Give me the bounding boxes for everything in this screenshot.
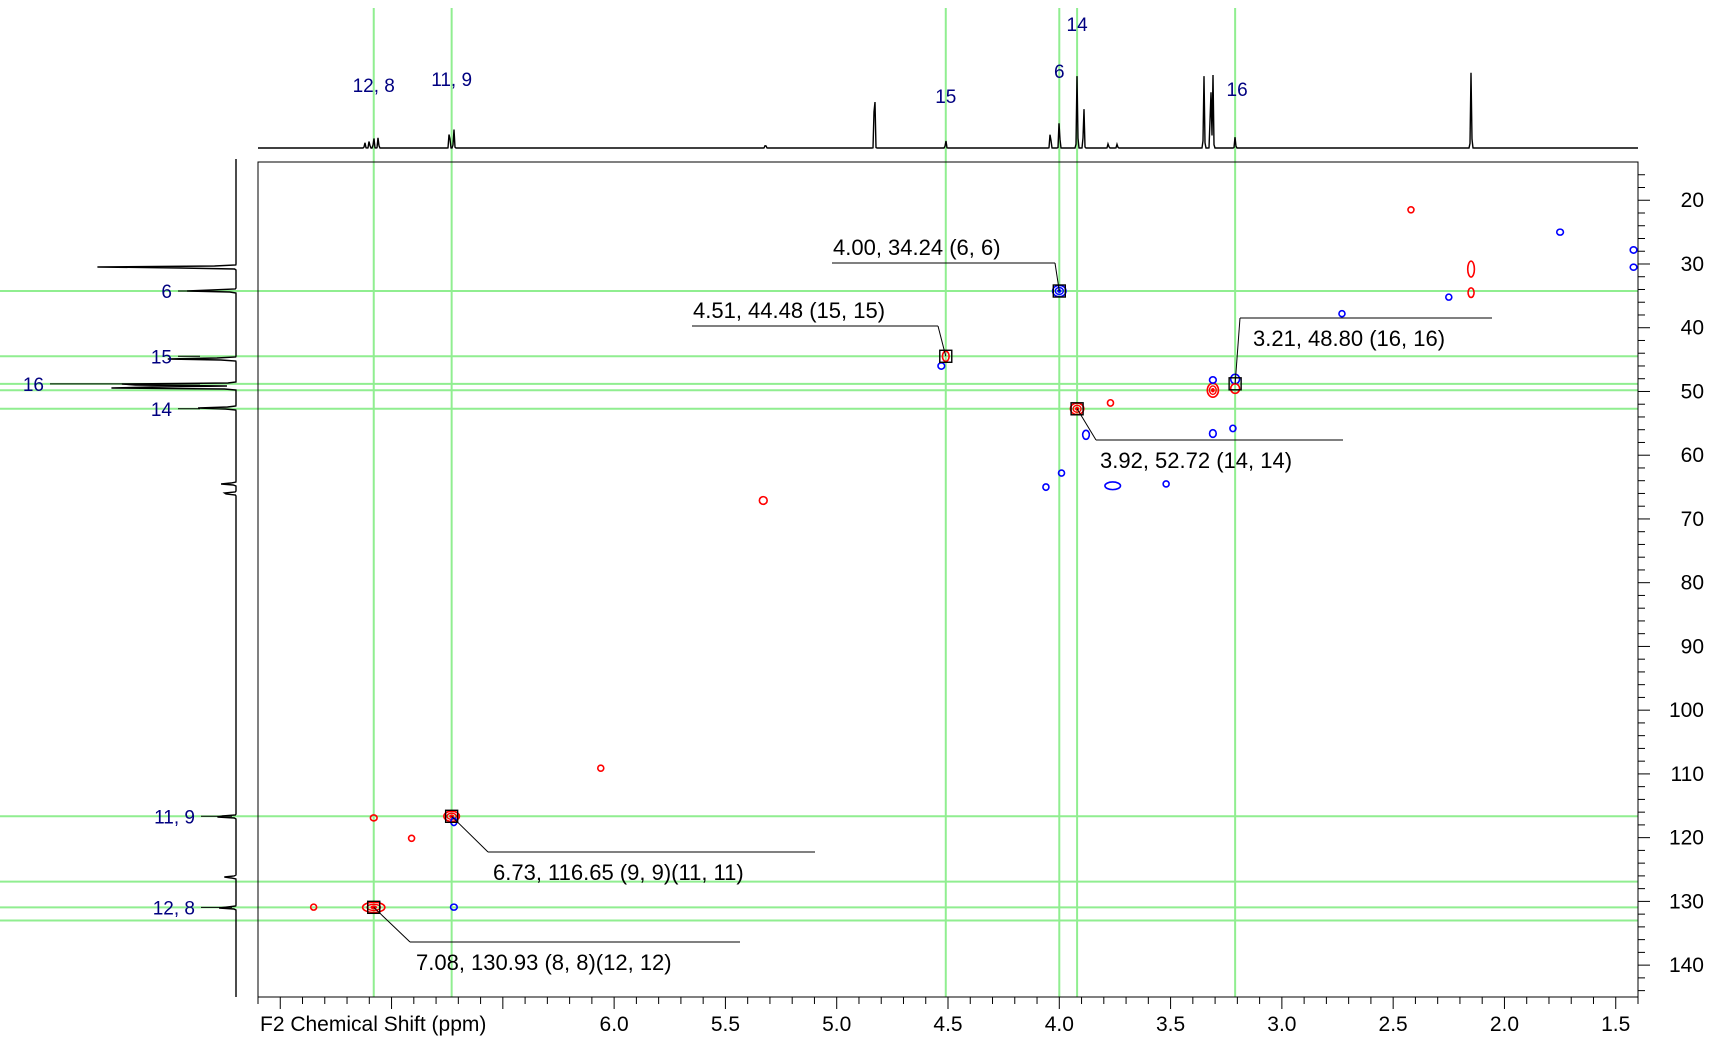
x-axis-title: F2 Chemical Shift (ppm) [260,1013,486,1036]
cross-peak [1445,293,1453,301]
cross-peak [758,495,768,506]
cross-peak [1229,424,1237,433]
cross-peak [449,903,459,911]
cross-peak [1555,228,1565,236]
f2-peak-label: 12, 8 [353,76,395,97]
x-tick-label: 3.0 [1267,1013,1296,1036]
f1-peak-label: 11, 9 [154,807,195,828]
peak-marker-box [939,349,953,363]
cross-peak [1629,245,1638,254]
cross-peak [1208,428,1218,439]
annotation-leader [1234,317,1241,384]
annotation-leader [1054,262,1060,292]
cross-peak [369,814,378,822]
y-tick-label: 130 [1669,890,1704,913]
cross-peak [1338,309,1346,318]
cross-peak [1042,483,1050,492]
y-tick-label: 60 [1681,444,1704,467]
y-tick-label: 80 [1681,572,1704,595]
x-tick-label: 4.0 [1045,1013,1074,1036]
y-tick-label: 110 [1671,763,1704,786]
x-tick-label: 3.5 [1156,1013,1185,1036]
f2-peak-label: 11, 9 [431,70,472,91]
y-tick-label: 70 [1681,508,1704,531]
f2-projection-trace [258,72,1638,149]
cross-peak [596,764,605,772]
f2-peak-label: 6 [1054,62,1065,83]
y-tick-label: 40 [1681,317,1704,340]
y-tick-label: 100 [1669,699,1704,722]
cross-peak [1208,376,1218,384]
cross-peak-contour [1208,385,1217,396]
x-tick-label: 4.5 [933,1013,962,1036]
f2-peak-label: 14 [1067,15,1089,36]
x-tick-label: 2.0 [1490,1013,1519,1036]
cross-peak [1081,429,1091,441]
f2-peak-label: 15 [935,87,956,108]
f1-peak-label: 6 [161,282,172,303]
guide-lines [0,8,1638,997]
annotation-leader [373,906,411,943]
peak-labels: 12, 8 11, 9 15 6 14 16 6 15 16 14 11, 9 12, 8 [23,15,1248,919]
cross-peak [1629,263,1638,271]
annotation-text: 4.00, 34.24 (6, 6) [833,235,1001,260]
f2-projection-line [258,72,1638,149]
x-tick-label: 6.0 [600,1013,629,1036]
cross-peak-contour [1210,387,1215,393]
annotation-text: 3.21, 48.80 (16, 16) [1253,326,1445,351]
annotation-text: 6.73, 116.65 (9, 9)(11, 11) [493,860,744,885]
f1-projection-trace [97,159,237,997]
cross-peak [309,903,318,911]
cross-peak [1104,481,1122,491]
y-axis: 20 30 40 50 60 70 80 90 100 110 120 130 140 [1638,174,1704,992]
y-tick-label: 120 [1669,827,1704,850]
peak-marker-box [367,900,381,915]
peak-marker-box [1052,284,1066,298]
x-tick-label: 5.0 [822,1013,851,1036]
cross-peak [407,834,416,843]
y-tick-label: 20 [1681,189,1704,212]
f1-peak-label: 15 [151,347,172,368]
peak-marker-box [1070,402,1084,416]
cross-peak [1467,287,1475,299]
f2-peak-label: 16 [1227,80,1248,101]
cross-peak [941,350,950,363]
cross-peak [1407,206,1415,214]
peak-marker-box [444,809,459,823]
f1-peak-label: 16 [23,375,44,396]
x-tick-label: 1.5 [1601,1013,1630,1036]
y-tick-label: 140 [1669,954,1704,977]
f1-peak-label: 12, 8 [153,898,195,919]
cross-peak-contour [1072,404,1082,413]
annotation-leader [1076,408,1097,441]
cross-peak [361,901,386,914]
cross-peak [1057,469,1066,477]
annotation-text: 3.92, 52.72 (14, 14) [1100,448,1292,473]
y-tick-label: 50 [1681,380,1704,403]
cross-peak [1162,480,1170,488]
cross-peak-contour [1054,286,1064,296]
y-tick-label: 30 [1681,253,1704,276]
annotation-leader [937,325,947,357]
annotation-text: 4.51, 44.48 (15, 15) [693,298,885,323]
f1-peak-label: 14 [151,400,173,421]
x-tick-label: 2.5 [1379,1013,1408,1036]
cross-peak [1106,398,1115,407]
peak-annotations: 4.00, 34.24 (6, 6) 4.51, 44.48 (15, 15) 3.… [367,235,1492,975]
cross-peak [1466,260,1476,278]
f1-projection-line [97,159,237,997]
x-axis: 6.0 5.5 5.0 4.5 4.0 3.5 3.0 2.5 2.0 1.5 F2 Chemica… [257,997,1639,1036]
annotation-text: 7.08, 130.93 (8, 8)(12, 12) [416,950,672,975]
y-tick-label: 90 [1681,635,1704,658]
x-tick-label: 5.5 [711,1013,740,1036]
annotation-leader [451,815,489,853]
